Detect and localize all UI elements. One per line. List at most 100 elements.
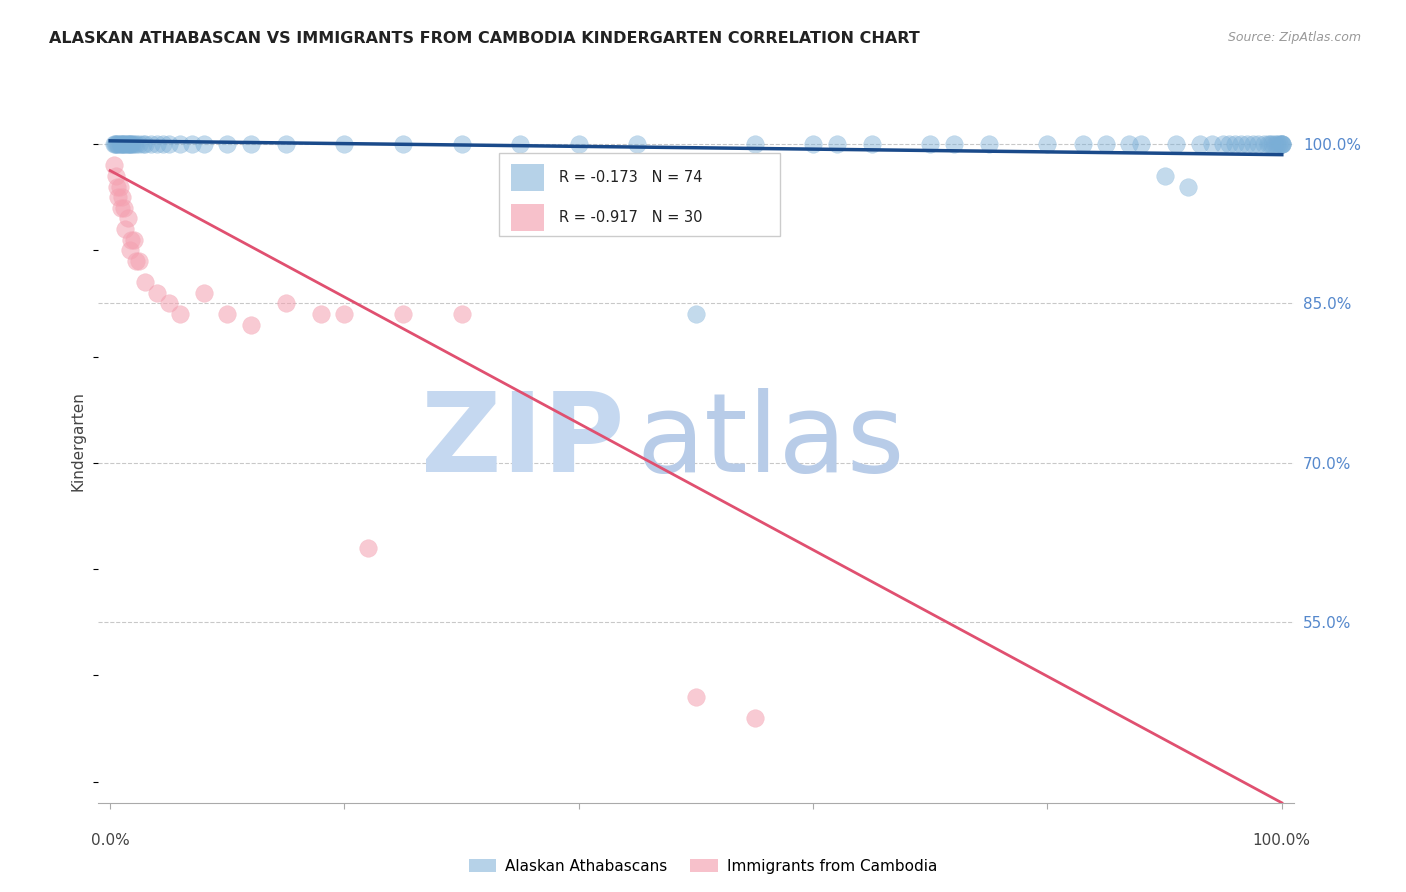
Point	[107, 136, 129, 151]
Point	[1201, 136, 1223, 151]
Point	[103, 136, 125, 151]
Text: 100.0%: 100.0%	[1253, 833, 1310, 848]
Point	[105, 136, 128, 151]
Point	[744, 711, 766, 725]
Point	[1257, 136, 1279, 151]
Point	[1271, 136, 1294, 151]
Point	[239, 136, 262, 151]
Point	[110, 136, 132, 151]
Point	[169, 307, 191, 321]
Point	[114, 222, 136, 236]
Point	[157, 136, 180, 151]
Point	[112, 136, 135, 151]
Point	[105, 169, 128, 183]
Point	[146, 285, 169, 300]
Point	[120, 136, 142, 151]
Point	[132, 136, 155, 151]
FancyBboxPatch shape	[510, 203, 544, 231]
Point	[1188, 136, 1211, 151]
Point	[125, 136, 148, 151]
Point	[1153, 169, 1175, 183]
Point	[111, 190, 134, 204]
Text: atlas: atlas	[637, 388, 904, 495]
Point	[108, 136, 131, 151]
Point	[1264, 136, 1286, 151]
Point	[105, 136, 128, 151]
Point	[274, 296, 297, 310]
Point	[860, 136, 883, 151]
Point	[120, 244, 141, 258]
Point	[1118, 136, 1140, 151]
Point	[217, 136, 239, 151]
Point	[1036, 136, 1059, 151]
Point	[392, 136, 415, 151]
FancyBboxPatch shape	[510, 164, 544, 191]
Point	[685, 690, 707, 704]
Point	[920, 136, 942, 151]
Point	[1271, 136, 1294, 151]
Point	[146, 136, 169, 151]
Point	[169, 136, 191, 151]
Point	[134, 275, 156, 289]
Text: 0.0%: 0.0%	[91, 833, 129, 848]
Point	[333, 307, 356, 321]
Text: R = -0.173   N = 74: R = -0.173 N = 74	[558, 170, 702, 185]
Point	[1270, 136, 1292, 151]
Point	[115, 136, 138, 151]
Point	[568, 136, 591, 151]
Point	[1212, 136, 1234, 151]
Point	[744, 136, 766, 151]
Point	[1130, 136, 1153, 151]
Point	[112, 201, 135, 215]
Point	[120, 136, 141, 151]
Point	[942, 136, 965, 151]
Point	[1166, 136, 1188, 151]
Y-axis label: Kindergarten: Kindergarten	[70, 392, 86, 491]
Point	[1268, 136, 1291, 151]
Point	[1265, 136, 1288, 151]
Point	[134, 136, 156, 151]
Point	[128, 254, 150, 268]
Point	[1241, 136, 1264, 151]
Point	[1218, 136, 1240, 151]
Point	[801, 136, 824, 151]
Point	[1261, 136, 1284, 151]
Point	[450, 307, 472, 321]
Point	[309, 307, 332, 321]
Point	[509, 136, 531, 151]
Point	[239, 318, 262, 332]
Point	[825, 136, 848, 151]
Point	[122, 233, 145, 247]
Point	[121, 136, 143, 151]
Point	[117, 136, 139, 151]
Point	[114, 136, 136, 151]
Point	[110, 201, 132, 215]
Point	[181, 136, 204, 151]
Point	[1247, 136, 1270, 151]
Point	[105, 179, 128, 194]
Point	[685, 307, 707, 321]
Point	[333, 136, 356, 151]
Point	[117, 211, 139, 226]
Point	[626, 136, 648, 151]
Point	[112, 136, 135, 151]
Point	[1071, 136, 1094, 151]
Point	[1229, 136, 1253, 151]
Text: ZIP: ZIP	[420, 388, 624, 495]
Point	[357, 541, 380, 555]
Point	[1253, 136, 1275, 151]
Point	[1271, 136, 1294, 151]
Point	[118, 136, 141, 151]
Point	[977, 136, 1000, 151]
Text: Source: ZipAtlas.com: Source: ZipAtlas.com	[1227, 31, 1361, 45]
Point	[120, 233, 142, 247]
Point	[1236, 136, 1258, 151]
Point	[104, 136, 127, 151]
Point	[193, 285, 215, 300]
Point	[157, 296, 180, 310]
Text: R = -0.917   N = 30: R = -0.917 N = 30	[558, 210, 702, 225]
Point	[1223, 136, 1246, 151]
Legend: Alaskan Athabascans, Immigrants from Cambodia: Alaskan Athabascans, Immigrants from Cam…	[463, 853, 943, 880]
FancyBboxPatch shape	[499, 153, 780, 235]
Point	[450, 136, 472, 151]
